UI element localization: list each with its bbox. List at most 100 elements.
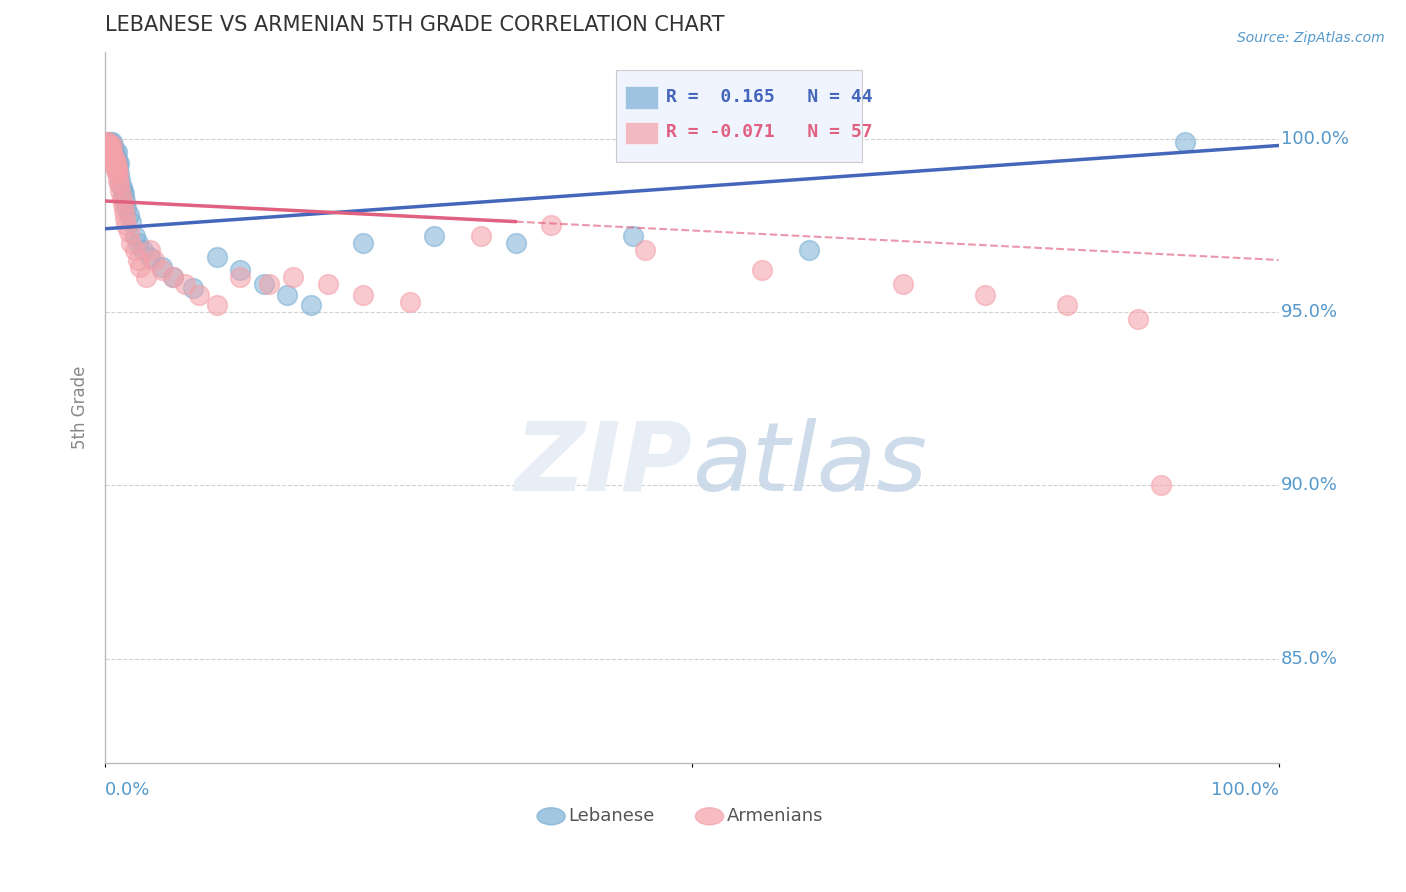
Point xyxy=(100,149,122,163)
Point xyxy=(107,173,129,187)
Point xyxy=(111,180,134,194)
Point xyxy=(139,250,162,264)
Point xyxy=(124,228,146,243)
Point xyxy=(97,138,120,153)
Point xyxy=(299,298,322,312)
Point xyxy=(132,243,155,257)
Text: R =  0.165   N = 44: R = 0.165 N = 44 xyxy=(666,87,873,105)
Point xyxy=(101,135,124,149)
Point xyxy=(276,287,298,301)
Y-axis label: 5th Grade: 5th Grade xyxy=(72,366,89,449)
Text: Lebanese: Lebanese xyxy=(568,807,655,825)
Point xyxy=(127,235,149,250)
Point xyxy=(127,252,149,267)
Point xyxy=(105,159,128,173)
Text: Source: ZipAtlas.com: Source: ZipAtlas.com xyxy=(1237,31,1385,45)
Text: 0.0%: 0.0% xyxy=(105,780,150,798)
Point xyxy=(799,243,821,257)
Circle shape xyxy=(696,808,724,825)
Point xyxy=(105,145,128,160)
Point xyxy=(135,270,157,285)
Point xyxy=(150,260,173,274)
Point xyxy=(118,208,141,222)
FancyBboxPatch shape xyxy=(626,121,658,145)
Text: Armenians: Armenians xyxy=(727,807,824,825)
Point xyxy=(111,184,134,198)
Point xyxy=(100,142,122,156)
Point xyxy=(181,281,204,295)
Point xyxy=(108,177,131,191)
Point xyxy=(98,138,121,153)
Point xyxy=(97,138,120,153)
Text: 85.0%: 85.0% xyxy=(1281,650,1339,668)
Point xyxy=(253,277,276,292)
Point xyxy=(259,277,281,292)
Point xyxy=(107,159,129,173)
FancyBboxPatch shape xyxy=(616,70,862,162)
Point xyxy=(634,243,657,257)
Point xyxy=(150,263,173,277)
Point xyxy=(103,156,125,170)
Point xyxy=(188,287,211,301)
Point xyxy=(205,298,228,312)
Point xyxy=(105,166,128,180)
Point xyxy=(101,138,124,153)
Point xyxy=(621,228,644,243)
Point xyxy=(104,162,127,177)
Point xyxy=(751,263,773,277)
Point xyxy=(120,235,142,250)
Point xyxy=(104,156,127,170)
Point xyxy=(115,219,138,233)
FancyBboxPatch shape xyxy=(626,86,658,109)
Text: 100.0%: 100.0% xyxy=(1211,780,1278,798)
Point xyxy=(423,228,446,243)
Point xyxy=(112,204,135,219)
Text: R = -0.071   N = 57: R = -0.071 N = 57 xyxy=(666,123,873,141)
Point xyxy=(97,142,120,156)
Point xyxy=(111,197,134,211)
Point xyxy=(162,270,184,285)
Point xyxy=(112,187,135,202)
Point xyxy=(108,166,131,180)
Point xyxy=(129,260,152,274)
Point xyxy=(143,252,166,267)
Point xyxy=(103,149,125,163)
Text: 100.0%: 100.0% xyxy=(1281,129,1348,147)
Point xyxy=(108,156,131,170)
Point xyxy=(101,142,124,156)
Point xyxy=(1150,478,1173,492)
Point xyxy=(97,135,120,149)
Point xyxy=(100,145,122,160)
Point xyxy=(104,153,127,167)
Point xyxy=(1056,298,1078,312)
Point xyxy=(1174,135,1197,149)
Text: ZIP: ZIP xyxy=(515,417,692,511)
Point xyxy=(104,159,127,173)
Point xyxy=(281,270,304,285)
Point xyxy=(124,243,146,257)
Point xyxy=(540,219,562,233)
Text: LEBANESE VS ARMENIAN 5TH GRADE CORRELATION CHART: LEBANESE VS ARMENIAN 5TH GRADE CORRELATI… xyxy=(105,15,724,35)
Point xyxy=(103,138,125,153)
Point xyxy=(115,201,138,215)
Point xyxy=(98,138,121,153)
Point xyxy=(111,190,134,204)
Point xyxy=(104,145,127,160)
Point xyxy=(110,184,132,198)
Point xyxy=(891,277,914,292)
Point xyxy=(505,235,527,250)
Point xyxy=(162,270,184,285)
Point xyxy=(205,250,228,264)
Point xyxy=(229,270,252,285)
Text: atlas: atlas xyxy=(692,417,927,511)
Point xyxy=(114,194,136,208)
Point xyxy=(103,145,125,160)
Point xyxy=(470,228,492,243)
Point xyxy=(104,153,127,167)
Text: 95.0%: 95.0% xyxy=(1281,303,1339,321)
Point xyxy=(120,215,142,229)
Point xyxy=(174,277,197,292)
Point xyxy=(98,135,121,149)
Point xyxy=(118,225,141,239)
Point xyxy=(399,294,422,309)
